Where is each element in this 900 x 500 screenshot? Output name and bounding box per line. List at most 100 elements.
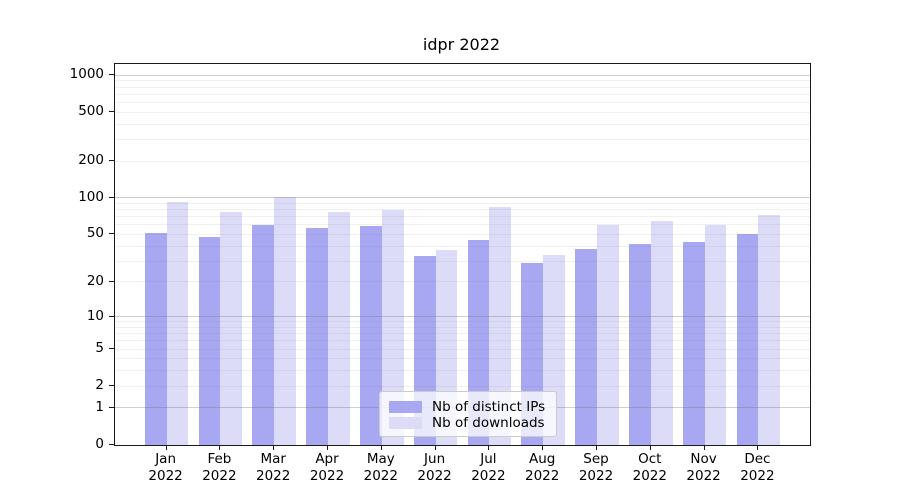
x-tick-month: Oct	[638, 451, 662, 467]
x-tick-mark	[757, 445, 759, 450]
legend-label-downloads: Nb of downloads	[432, 414, 545, 431]
y-tick-label: 50	[86, 225, 104, 242]
x-tick-month: Feb	[207, 451, 232, 467]
x-tick-label: Mar 2022	[238, 451, 308, 485]
chart-title: idpr 2022	[422, 35, 501, 54]
legend-swatch-downloads	[389, 416, 422, 429]
x-tick-year: 2022	[578, 468, 614, 484]
bar-distinct-ips-sep	[575, 248, 597, 445]
x-tick-mark	[165, 445, 167, 450]
x-tick-mark	[327, 445, 328, 450]
x-tick-label: Oct 2022	[615, 451, 685, 485]
x-tick-year: 2022	[740, 468, 775, 484]
bar-distinct-ips-apr	[306, 227, 328, 445]
legend-item-distinct-ips: Nb of distinct IPs	[389, 398, 547, 415]
y-tick-label: 0	[95, 436, 104, 452]
x-tick-mark	[434, 445, 436, 450]
bar-downloads-feb	[220, 212, 243, 445]
bars-layer	[115, 64, 810, 445]
y-tick-label: 1	[95, 398, 104, 415]
legend-swatch-distinct-ips	[389, 400, 422, 413]
bar-downloads-jan	[166, 201, 189, 445]
y-tick-mark	[109, 196, 114, 198]
y-tick-mark	[109, 315, 114, 317]
bar-distinct-ips-jan	[144, 233, 167, 445]
x-tick-year: 2022	[309, 468, 345, 484]
y-tick-label: 2	[95, 377, 104, 394]
x-tick-label: Aug 2022	[507, 451, 577, 485]
bar-downloads-dec	[758, 215, 781, 445]
x-tick-label: May 2022	[346, 451, 416, 485]
y-tick-mark	[109, 74, 114, 76]
bar-distinct-ips-nov	[682, 242, 705, 445]
x-tick-mark	[596, 445, 597, 450]
x-tick-year: 2022	[686, 468, 721, 484]
x-tick-label: Feb 2022	[184, 451, 254, 485]
x-tick-month: Nov	[690, 451, 717, 467]
x-tick-mark	[219, 445, 221, 450]
y-tick-label: 5	[95, 340, 104, 357]
legend-item-downloads: Nb of downloads	[389, 414, 547, 431]
y-tick-mark	[109, 406, 114, 408]
x-tick-label: Nov 2022	[669, 451, 739, 485]
x-tick-mark	[703, 445, 705, 450]
y-tick-mark	[109, 233, 114, 235]
x-tick-month: Jan	[155, 451, 176, 467]
x-tick-year: 2022	[471, 468, 506, 484]
x-tick-month: Jul	[480, 451, 497, 467]
x-tick-month: Aug	[529, 451, 556, 467]
y-tick-label: 500	[78, 103, 104, 120]
x-tick-month: Jun	[424, 451, 446, 467]
x-tick-mark	[380, 445, 382, 450]
bar-downloads-jul	[489, 207, 512, 445]
x-tick-year: 2022	[256, 468, 291, 484]
bar-distinct-ips-oct	[629, 243, 651, 445]
x-tick-label: Jun 2022	[400, 451, 470, 485]
x-tick-year: 2022	[632, 468, 667, 484]
legend: Nb of distinct IPs Nb of downloads	[379, 391, 557, 437]
x-tick-year: 2022	[417, 468, 452, 484]
bar-downloads-oct	[650, 221, 673, 445]
x-tick-label: Sep 2022	[561, 451, 631, 485]
x-tick-year: 2022	[202, 468, 237, 484]
x-tick-mark	[488, 445, 490, 450]
bar-downloads-mar	[274, 197, 296, 445]
y-tick-mark	[109, 385, 114, 387]
x-tick-month: Sep	[583, 451, 609, 467]
bar-downloads-may	[381, 209, 404, 445]
bar-downloads-sep	[597, 224, 619, 445]
bar-distinct-ips-dec	[736, 234, 759, 445]
x-tick-year: 2022	[525, 468, 560, 484]
x-tick-label: Apr 2022	[292, 451, 362, 485]
y-tick-label: 20	[86, 272, 104, 289]
y-tick-label: 10	[86, 307, 104, 324]
x-tick-year: 2022	[148, 468, 183, 484]
x-tick-mark	[273, 445, 275, 450]
x-tick-label: Jul 2022	[453, 451, 523, 485]
legend-label-distinct-ips: Nb of distinct IPs	[432, 398, 546, 415]
plot-area: Nb of distinct IPs Nb of downloads	[114, 63, 811, 446]
x-tick-month: Apr	[315, 451, 339, 467]
y-tick-mark	[109, 348, 114, 350]
y-tick-label: 200	[78, 152, 104, 169]
y-tick-label: 100	[78, 188, 104, 205]
bar-distinct-ips-feb	[198, 236, 221, 445]
x-tick-mark	[649, 445, 651, 450]
bar-downloads-apr	[328, 211, 350, 445]
x-tick-year: 2022	[363, 468, 398, 484]
bar-downloads-nov	[704, 224, 727, 445]
x-tick-month: May	[366, 451, 395, 467]
bar-distinct-ips-may	[360, 225, 382, 445]
x-tick-label: Dec 2022	[722, 451, 792, 485]
y-tick-label: 1000	[69, 66, 104, 83]
x-tick-month: Mar	[260, 451, 286, 467]
x-tick-month: Dec	[744, 451, 771, 467]
x-tick-label: Jan 2022	[131, 451, 201, 485]
x-tick-mark	[542, 445, 544, 450]
bar-distinct-ips-mar	[252, 224, 275, 445]
y-tick-mark	[109, 111, 114, 113]
y-tick-mark	[109, 160, 114, 162]
y-tick-mark	[109, 280, 114, 282]
y-tick-mark	[109, 444, 114, 445]
